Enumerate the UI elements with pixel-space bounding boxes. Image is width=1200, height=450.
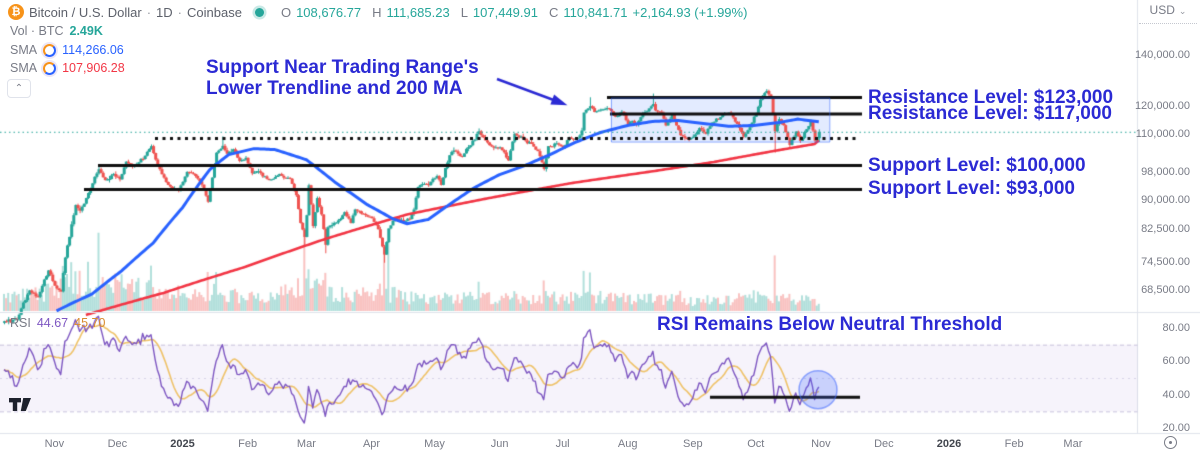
rsi-axis-label: 60.00 xyxy=(1162,355,1190,368)
ohlc-close-value: 110,841.71 xyxy=(563,4,628,20)
rsi-legend-row[interactable]: RSI 44.67 45.70 xyxy=(10,316,105,330)
time-axis-label: May xyxy=(424,438,445,450)
ohlc-low-value: 107,449.91 xyxy=(472,4,538,20)
time-axis-label: Mar xyxy=(1063,438,1083,450)
sma-fast-legend-row[interactable]: SMA 114,266.06 xyxy=(10,43,124,57)
symbol-title[interactable]: Bitcoin / U.S. Dollar xyxy=(29,4,142,20)
time-axis-label: Sep xyxy=(683,438,703,450)
sma-fast-value: 114,266.06 xyxy=(62,43,124,57)
support-level-100000-label: Support Level: $100,000 xyxy=(868,154,1086,176)
time-axis-label: Dec xyxy=(107,438,128,450)
axis-settings-icon[interactable] xyxy=(1164,436,1177,449)
market-status-icon xyxy=(254,7,264,17)
support-annotation-line1: Support Near Trading Range's xyxy=(206,57,479,78)
chevron-down-icon: ⌄ xyxy=(1178,6,1187,16)
bitcoin-icon: ₿ xyxy=(8,4,24,20)
volume-label: Vol · BTC xyxy=(10,24,64,38)
chart-legend-header: ₿ Bitcoin / U.S. Dollar · 1D · Coinbase … xyxy=(8,4,747,20)
support-annotation: Support Near Trading Range's Lower Trend… xyxy=(206,57,479,99)
sma-label: SMA xyxy=(10,61,38,75)
ohlc-open-key: O xyxy=(280,4,292,20)
ohlc-open-value: 108,676.77 xyxy=(296,4,362,20)
time-axis-label: 2025 xyxy=(170,438,195,450)
separator-dot: · xyxy=(177,4,183,20)
time-axis-label: Oct xyxy=(747,438,765,450)
price-axis-label: 90,000.00 xyxy=(1141,194,1190,207)
rsi-annotation: RSI Remains Below Neutral Threshold xyxy=(657,314,1003,335)
rsi-axis-label: 40.00 xyxy=(1162,388,1190,401)
separator-dot: · xyxy=(146,4,152,20)
time-axis-label: Feb xyxy=(1004,438,1024,450)
price-change-value: +2,164.93 (+1.99%) xyxy=(632,4,748,20)
time-axis-label: Nov xyxy=(44,438,65,450)
price-axis-label: 68,500.00 xyxy=(1141,284,1190,296)
time-axis-label: Jun xyxy=(490,438,509,450)
rsi-label: RSI xyxy=(10,316,31,330)
time-axis-label: Apr xyxy=(362,438,381,450)
tradingview-logo[interactable] xyxy=(8,397,32,417)
ohlc-low-key: L xyxy=(460,4,468,20)
time-axis-label: Feb xyxy=(238,438,258,450)
price-axis-label: 82,500.00 xyxy=(1141,222,1190,235)
price-axis-label: 98,000.00 xyxy=(1141,166,1190,179)
ohlc-high-key: H xyxy=(372,4,382,20)
rsi-axis-label: 80.00 xyxy=(1162,322,1190,334)
time-axis-label: Dec xyxy=(874,438,894,450)
indicator-loading-icon xyxy=(43,61,57,75)
sma-label: SMA xyxy=(10,43,38,57)
indicator-loading-icon xyxy=(43,43,57,57)
price-axis-label: 110,000.00 xyxy=(1135,128,1190,141)
sma-slow-legend-row[interactable]: SMA 107,906.28 xyxy=(10,61,125,75)
time-axis-label: Jul xyxy=(555,438,570,450)
chevron-up-icon: ⌃ xyxy=(14,83,24,94)
sma-slow-value: 107,906.28 xyxy=(62,61,125,75)
time-axis-label: 2026 xyxy=(936,438,962,450)
resistance-level-123000-label: Resistance Level: $123,000 xyxy=(868,86,1114,108)
exchange-label[interactable]: Coinbase xyxy=(187,4,242,20)
resistance-level-117000-label: Resistance Level: $117,000 xyxy=(868,103,1113,124)
currency-selector-underline xyxy=(1139,23,1197,24)
price-axis-label: 140,000.00 xyxy=(1134,49,1190,61)
collapse-legend-button[interactable]: ⌃ xyxy=(7,79,31,98)
support-level-93000-label: Support Level: $93,000 xyxy=(868,178,1075,200)
volume-value: 2.49K xyxy=(69,24,103,38)
support-annotation-line2: Lower Trendline and 200 MA xyxy=(206,78,463,99)
rsi-value: 44.67 xyxy=(36,316,69,330)
time-axis-label: Mar xyxy=(296,438,316,450)
rsi-ma-value: 45.70 xyxy=(74,316,106,330)
price-axis-label: 74,500.00 xyxy=(1141,256,1190,269)
ohlc-high-value: 111,685.23 xyxy=(386,4,450,20)
time-axis-label: Aug xyxy=(617,438,638,450)
currency-label: USD xyxy=(1149,3,1175,17)
currency-selector[interactable]: USD ⌄ xyxy=(1140,3,1196,17)
price-axis-label: 120,000.00 xyxy=(1134,99,1190,112)
volume-legend-row[interactable]: Vol · BTC 2.49K xyxy=(10,24,103,38)
interval-label[interactable]: 1D xyxy=(156,4,173,20)
rsi-axis-label: 20.00 xyxy=(1162,422,1190,434)
ohlc-close-key: C xyxy=(549,4,559,20)
time-axis-label: Nov xyxy=(811,438,831,450)
